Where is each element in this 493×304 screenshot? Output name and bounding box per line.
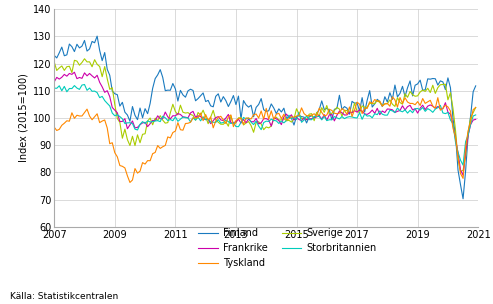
Sverige [81,57,87,60]
Line: Finland: Finland [54,36,476,199]
Storbritannien [130,122,136,126]
Tyskland [130,178,136,182]
Sverige [458,170,463,174]
Frankrike [293,116,299,119]
Sverige [389,102,395,106]
Storbritannien [198,119,204,123]
Sverige [301,117,307,120]
Storbritannien [175,119,181,123]
Frankrike [460,174,466,177]
Line: Sverige: Sverige [54,59,476,172]
Line: Tyskland: Tyskland [54,97,476,182]
Text: Källa: Statistikcentralen: Källa: Statistikcentralen [10,292,118,301]
Finland [460,197,466,201]
Finland [301,116,307,119]
Finland [175,99,181,103]
Legend: Finland, Frankrike, Tyskland, Sverige, Storbritannien: Finland, Frankrike, Tyskland, Sverige, S… [198,228,377,268]
Tyskland [198,111,204,115]
Tyskland [51,125,57,129]
Sverige [293,107,299,111]
Storbritannien [81,83,87,86]
Tyskland [175,121,181,124]
Finland [293,115,299,118]
Sverige [198,113,204,117]
Sverige [175,113,181,117]
Frankrike [175,112,181,116]
Frankrike [71,71,77,74]
Frankrike [198,115,204,118]
Finland [198,94,204,98]
Finland [389,98,395,101]
Line: Frankrike: Frankrike [54,72,476,175]
Line: Storbritannien: Storbritannien [54,85,476,165]
Tyskland [127,181,133,184]
Storbritannien [293,118,299,121]
Finland [130,105,136,108]
Y-axis label: Index (2015=100): Index (2015=100) [19,74,29,162]
Storbritannien [460,163,466,167]
Tyskland [389,95,395,99]
Sverige [473,105,479,109]
Sverige [130,134,136,138]
Tyskland [392,98,398,102]
Tyskland [473,106,479,109]
Finland [51,54,57,57]
Storbritannien [301,118,307,122]
Storbritannien [51,86,57,90]
Storbritannien [389,109,395,113]
Finland [473,84,479,88]
Frankrike [130,119,136,123]
Finland [94,34,100,38]
Frankrike [51,80,57,84]
Storbritannien [473,113,479,117]
Frankrike [301,116,307,120]
Frankrike [389,108,395,112]
Frankrike [473,118,479,121]
Tyskland [293,114,299,118]
Sverige [51,60,57,64]
Tyskland [301,112,307,116]
